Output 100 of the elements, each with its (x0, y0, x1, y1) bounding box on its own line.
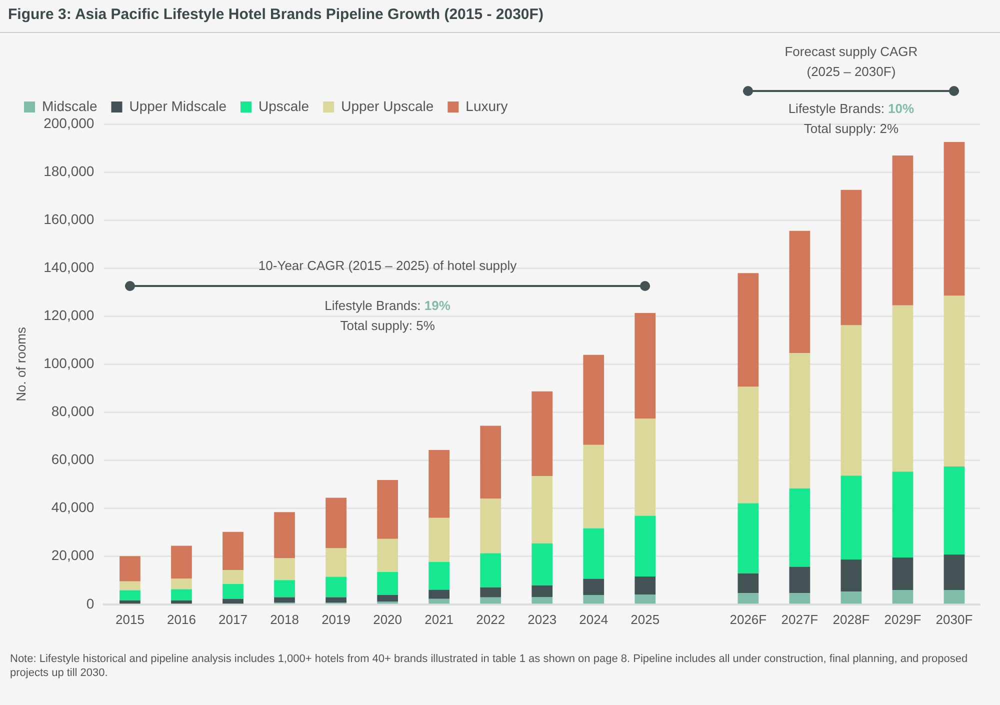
bar (738, 593, 759, 604)
x-tick-label: 2030F (936, 612, 973, 627)
y-tick-label: 200,000 (44, 114, 94, 131)
bar (583, 444, 604, 528)
bar (892, 558, 914, 590)
bar (480, 587, 502, 598)
bar (480, 498, 502, 554)
bar (944, 142, 965, 296)
bar (171, 600, 192, 604)
x-tick-label: 2025 (630, 612, 660, 627)
bar (944, 296, 965, 467)
bar (634, 576, 656, 595)
bar (634, 418, 656, 516)
bar (222, 584, 244, 599)
legend-label: Midscale (42, 98, 98, 114)
annotation: Lifestyle Brands: 19% (324, 298, 450, 313)
y-tick-label: 40,000 (51, 499, 94, 516)
annotation: 10-Year CAGR (2015 – 2025) of hotel supply (258, 258, 517, 273)
bar (274, 512, 295, 558)
legend-label: Upper Midscale (129, 98, 227, 114)
bar (738, 386, 759, 504)
y-tick-label: 60,000 (51, 451, 94, 468)
x-tick-label: 2024 (579, 612, 608, 627)
bar (789, 230, 810, 354)
legend-label: Upscale (258, 98, 310, 114)
bar (171, 578, 192, 590)
annotation: Total supply: 5% (340, 318, 435, 333)
bar (326, 498, 346, 548)
y-tick-label: 120,000 (44, 307, 94, 324)
x-tick-label: 2018 (270, 612, 299, 627)
bar (326, 597, 346, 602)
bar (120, 600, 140, 604)
bar (480, 426, 502, 498)
bar (532, 585, 553, 597)
bar (326, 548, 346, 577)
bar (377, 572, 398, 596)
legend-label: Luxury (466, 98, 508, 114)
bar (583, 528, 604, 579)
bar (789, 566, 810, 594)
y-tick-label: 80,000 (51, 403, 94, 420)
bar (428, 598, 450, 604)
text: Forecast supply CAGR (2025 – 2030F) (784, 43, 919, 81)
bar (480, 597, 502, 604)
bar (840, 476, 862, 560)
bar (171, 546, 192, 578)
bar (583, 595, 604, 604)
text: Note: Lifestyle historical and pipeline analysis includes 1,000+ hotels from 40+ brands illustrated in table 1 as shown on page 8. Pipeline includes all under construction, final planning, and proposed projects up till 2030. (10, 652, 969, 680)
bar (326, 576, 346, 598)
x-tick-label: 2029F (884, 612, 922, 627)
bar (428, 590, 450, 599)
bar (892, 472, 914, 558)
x-tick-label: 2019 (322, 612, 350, 627)
x-tick-label: 2017 (218, 612, 248, 627)
x-tick-label: 2028F (832, 612, 870, 627)
y-tick-label: 180,000 (44, 162, 94, 179)
bar (892, 305, 914, 472)
bar (738, 573, 759, 594)
bar (377, 538, 398, 572)
x-tick-label: 2027F (781, 612, 818, 627)
chart-title: Figure 3: Asia Pacific Lifestyle Hotel Brands Pipeline Growth (2015 - 2030F) (8, 6, 544, 23)
x-tick-label: 2021 (424, 612, 454, 627)
bar (738, 273, 759, 387)
text: Lifestyle Brands: 10% (788, 101, 914, 116)
bar (944, 590, 965, 604)
bar (274, 597, 295, 602)
bar (377, 595, 398, 602)
bar (944, 554, 965, 590)
bar (532, 596, 553, 604)
bar (789, 353, 810, 488)
bar (840, 592, 862, 604)
bar (634, 516, 656, 577)
bar (222, 532, 244, 570)
bar (428, 450, 450, 518)
bar (789, 488, 810, 567)
bar (222, 598, 244, 604)
bar (171, 589, 192, 600)
y-axis-title: No. of rooms (13, 326, 28, 402)
bar (120, 581, 140, 590)
bar (120, 556, 140, 582)
bar (274, 558, 295, 580)
bar (634, 594, 656, 604)
bar (222, 570, 244, 584)
bar (120, 590, 140, 600)
x-tick-label: 2023 (528, 612, 557, 627)
x-tick-label: 2015 (116, 612, 144, 627)
annotation: Total supply: 2% (804, 121, 899, 136)
x-tick-label: 2026F (730, 612, 767, 627)
bar (532, 391, 553, 476)
bar (274, 580, 295, 598)
x-tick-label: 2016 (167, 612, 196, 627)
y-tick-label: 0 (86, 595, 94, 612)
bar (532, 543, 553, 586)
bar (532, 476, 553, 544)
bar (789, 593, 810, 604)
bar (428, 562, 450, 590)
bar (480, 553, 502, 588)
bar (840, 190, 862, 326)
bar (840, 325, 862, 476)
bar (892, 155, 914, 306)
legend-label: Upper Upscale (341, 98, 434, 114)
